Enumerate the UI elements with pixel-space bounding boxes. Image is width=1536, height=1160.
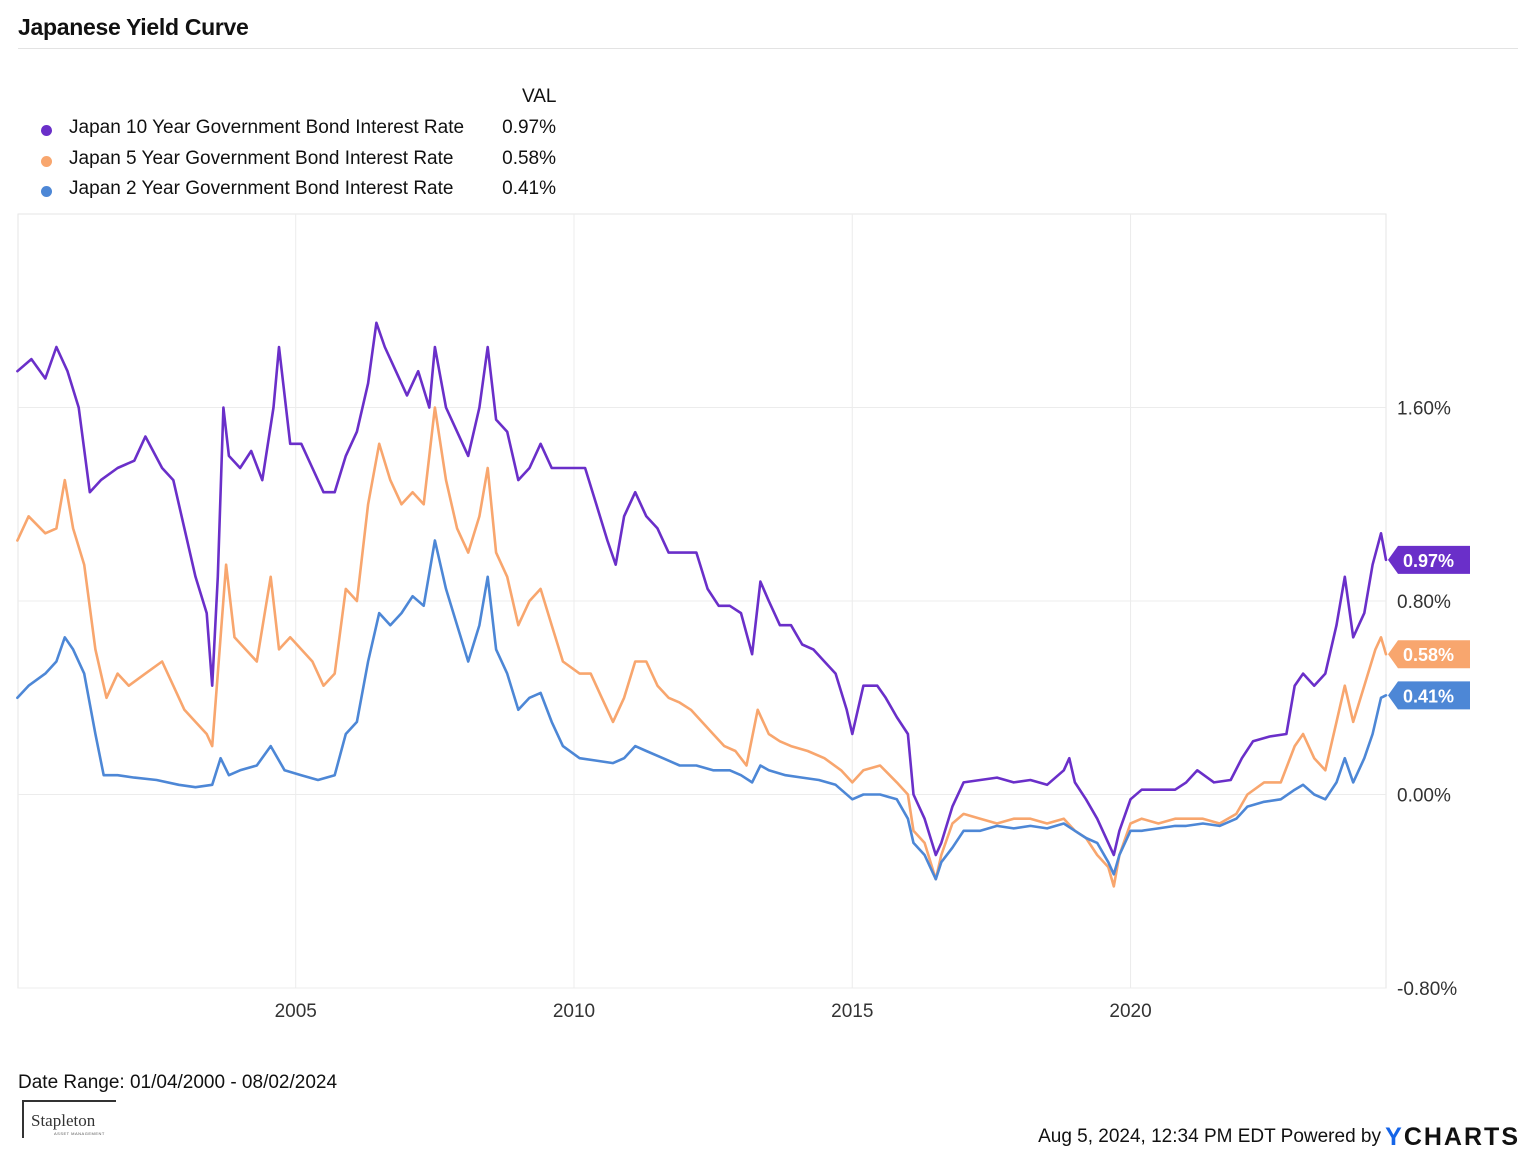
legend-value-5y: 0.58%	[502, 148, 556, 169]
legend-label-5y: Japan 5 Year Government Bond Interest Ra…	[69, 148, 454, 169]
date-range-label: Date Range: 01/04/2000 - 08/02/2024	[18, 1072, 338, 1093]
legend-value-2y: 0.41%	[502, 178, 556, 199]
end-value-flag-2y	[1388, 681, 1470, 710]
legend-value-10y: 0.97%	[502, 117, 556, 138]
legend-header-val: VAL	[522, 86, 557, 107]
legend-dot-10y	[41, 125, 52, 136]
stapleton-logo: Stapleton ASSET MANAGEMENT	[22, 1100, 116, 1138]
y-tick-label: -0.80%	[1397, 979, 1457, 1000]
legend-item-2y[interactable]: Japan 2 Year Government Bond Interest Ra…	[38, 177, 598, 207]
legend-item-10y[interactable]: Japan 10 Year Government Bond Interest R…	[38, 116, 598, 146]
stapleton-logo-text: Stapleton	[31, 1111, 96, 1130]
x-tick-label: 2020	[1109, 1001, 1151, 1022]
y-tick-label: 0.80%	[1397, 592, 1451, 613]
stapleton-logo-subtext: ASSET MANAGEMENT	[54, 1131, 105, 1136]
y-tick-label: 1.60%	[1397, 399, 1451, 420]
x-tick-label: 2015	[831, 1001, 873, 1022]
x-tick-label: 2010	[553, 1001, 595, 1022]
timestamp-label: Aug 5, 2024, 12:34 PM EDT Powered by	[1038, 1126, 1381, 1147]
ycharts-logo[interactable]: YCHARTS	[1385, 1123, 1520, 1152]
legend-dot-5y	[41, 156, 52, 167]
end-value-label-5y: 0.58%	[1403, 645, 1454, 665]
end-value-flag-5y	[1388, 640, 1470, 669]
title-divider	[18, 48, 1518, 49]
series-line-5y	[16, 406, 1388, 888]
legend-item-5y[interactable]: Japan 5 Year Government Bond Interest Ra…	[38, 147, 598, 177]
chart-title: Japanese Yield Curve	[18, 14, 249, 40]
legend-label-10y: Japan 10 Year Government Bond Interest R…	[69, 117, 465, 138]
y-tick-label: 0.00%	[1397, 786, 1451, 807]
legend-label-2y: Japan 2 Year Government Bond Interest Ra…	[69, 178, 454, 199]
end-value-flag-10y	[1388, 545, 1470, 574]
legend-dot-2y	[41, 186, 52, 197]
x-tick-label: 2005	[275, 1001, 317, 1022]
series-line-10y	[16, 321, 1388, 857]
end-value-label-10y: 0.97%	[1403, 551, 1454, 571]
ycharts-logo-y: Y	[1385, 1123, 1404, 1151]
ycharts-logo-text: CHARTS	[1403, 1123, 1520, 1151]
series-line-2y	[16, 539, 1388, 881]
end-value-label-2y: 0.41%	[1403, 686, 1454, 706]
